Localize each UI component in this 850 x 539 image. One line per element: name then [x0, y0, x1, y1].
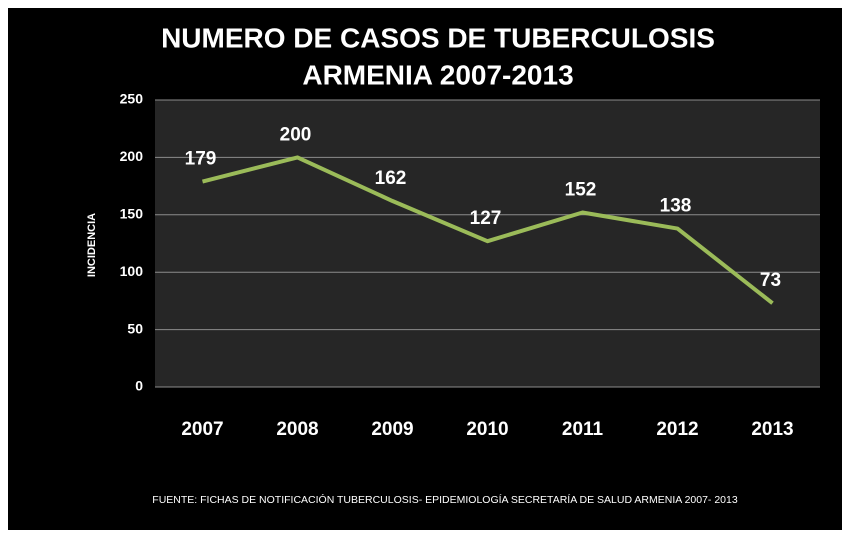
- data-label: 200: [280, 124, 312, 145]
- data-label: 127: [470, 208, 502, 229]
- data-label: 138: [660, 196, 692, 217]
- y-tick-label: 50: [127, 320, 143, 336]
- data-label: 73: [760, 270, 781, 291]
- data-label: 162: [375, 168, 407, 189]
- y-tick-label: 200: [120, 148, 144, 164]
- chart-title: ARMENIA 2007-2013: [302, 59, 573, 90]
- data-label: 152: [565, 180, 597, 201]
- x-tick-label: 2007: [181, 419, 223, 440]
- chart-title: NUMERO DE CASOS DE TUBERCULOSIS: [161, 22, 715, 53]
- x-tick-label: 2013: [751, 419, 793, 440]
- source-note: FUENTE: FICHAS DE NOTIFICACIÓN TUBERCULO…: [152, 493, 738, 506]
- x-tick-label: 2010: [466, 419, 508, 440]
- x-tick-label: 2008: [276, 419, 318, 440]
- y-tick-label: 150: [120, 206, 144, 222]
- data-line: [202, 155, 774, 305]
- y-tick-label: 0: [135, 378, 143, 394]
- x-tick-label: 2009: [371, 419, 413, 440]
- y-axis-label: INCIDENCIA: [86, 213, 98, 277]
- x-tick-label: 2011: [562, 419, 604, 440]
- y-tick-label: 100: [120, 263, 144, 279]
- data-label: 179: [185, 149, 217, 170]
- y-tick-label: 250: [120, 91, 144, 107]
- plot-area: [155, 100, 820, 387]
- x-tick-label: 2012: [656, 419, 698, 440]
